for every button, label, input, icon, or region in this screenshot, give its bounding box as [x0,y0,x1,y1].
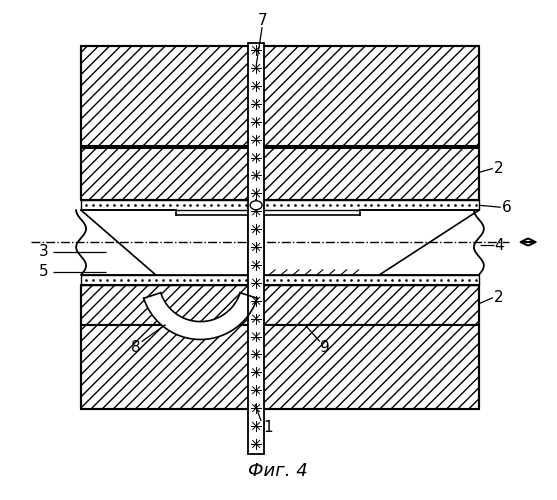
Polygon shape [144,292,257,340]
Bar [81,275,479,285]
Bar [81,148,479,201]
Ellipse shape [250,201,262,209]
Bar [81,46,479,146]
Text: 2: 2 [494,290,504,305]
Bar [248,43,264,454]
Text: 1: 1 [263,420,273,434]
Text: 2: 2 [494,161,504,176]
Bar [81,324,479,409]
Polygon shape [81,210,248,275]
Text: 8: 8 [131,340,140,355]
Text: 6: 6 [502,200,511,214]
Text: Фиг. 4: Фиг. 4 [248,462,308,480]
Text: 9: 9 [320,340,330,355]
Polygon shape [264,210,479,275]
Text: 5: 5 [38,264,48,280]
Text: 4: 4 [494,238,504,252]
Text: 7: 7 [257,13,267,28]
Bar [81,200,479,210]
Bar [81,210,479,275]
Bar [81,285,479,325]
Text: 3: 3 [38,244,48,260]
